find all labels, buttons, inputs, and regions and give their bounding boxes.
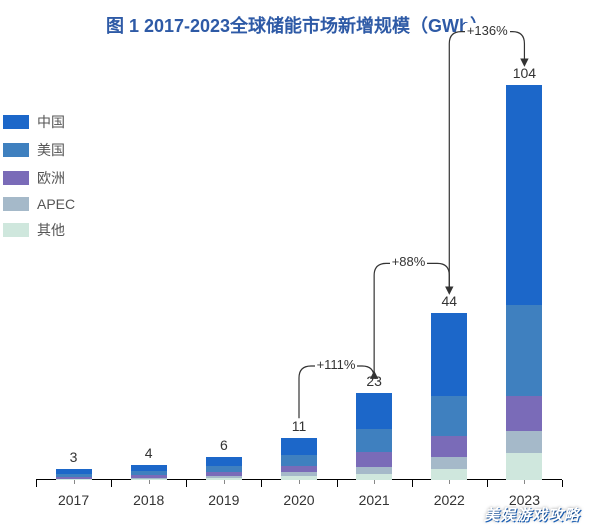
bar <box>506 85 542 480</box>
x-tick-minor <box>374 480 375 484</box>
x-tick-minor <box>74 480 75 484</box>
legend-swatch <box>3 197 29 211</box>
legend-label: APEC <box>37 196 75 212</box>
bar-total-label: 23 <box>356 373 392 389</box>
legend-swatch <box>3 143 29 157</box>
x-tick-major <box>36 480 37 487</box>
legend-swatch <box>3 171 29 185</box>
x-tick-major <box>412 480 413 487</box>
bar-segment <box>206 457 242 466</box>
bar-segment <box>206 478 242 480</box>
growth-label: +111% <box>315 357 358 372</box>
bar-total-label: 6 <box>206 437 242 453</box>
x-tick-minor <box>299 480 300 484</box>
legend-label: 美国 <box>37 140 65 160</box>
bar-segment <box>431 396 467 436</box>
x-axis-label: 2022 <box>434 492 465 508</box>
x-tick-minor <box>149 480 150 484</box>
bar-total-label: 44 <box>431 293 467 309</box>
bar-segment <box>431 313 467 397</box>
bar-segment <box>506 431 542 454</box>
x-axis-label: 2019 <box>208 492 239 508</box>
legend-item: APEC <box>3 196 75 212</box>
legend-item: 美国 <box>3 140 75 160</box>
legend-label: 其他 <box>37 220 65 240</box>
x-axis-label: 2021 <box>359 492 390 508</box>
bar-segment <box>431 436 467 457</box>
legend-item: 欧洲 <box>3 168 75 188</box>
bar <box>356 393 392 480</box>
growth-label: +88% <box>390 254 428 269</box>
x-tick-minor <box>224 480 225 484</box>
legend-label: 欧洲 <box>37 168 65 188</box>
bar <box>56 469 92 480</box>
bar-segment <box>356 474 392 480</box>
x-axis-label: 2020 <box>283 492 314 508</box>
chart-container: 图 1 2017-2023全球储能市场新增规模（GWh） 20172018201… <box>0 0 594 529</box>
x-tick-major <box>562 480 563 487</box>
bar-segment <box>356 467 392 474</box>
legend-label: 中国 <box>37 112 65 132</box>
bar-segment <box>431 469 467 480</box>
watermark-text: 美娱游戏攻略 <box>484 504 580 525</box>
bar-segment <box>506 305 542 396</box>
bar-total-label: 11 <box>281 418 317 434</box>
legend-swatch <box>3 223 29 237</box>
x-tick-major <box>261 480 262 487</box>
legend-swatch <box>3 115 29 129</box>
x-tick-minor <box>449 480 450 484</box>
bar-segment <box>281 455 317 466</box>
bar-segment <box>356 452 392 467</box>
bar-segment <box>356 429 392 452</box>
x-axis-label: 2018 <box>133 492 164 508</box>
x-tick-major <box>186 480 187 487</box>
bar <box>206 457 242 480</box>
x-axis-label: 2017 <box>58 492 89 508</box>
growth-label: +136% <box>465 23 510 38</box>
bar-segment <box>56 479 92 480</box>
bar-segment <box>356 393 392 429</box>
bar-segment <box>506 453 542 480</box>
bar-total-label: 4 <box>131 445 167 461</box>
bar <box>131 465 167 480</box>
x-tick-major <box>111 480 112 487</box>
legend: 中国美国欧洲 APEC 其他 <box>3 112 75 248</box>
bar-segment <box>506 85 542 305</box>
bar-segment <box>131 479 167 480</box>
bar-segment <box>431 457 467 468</box>
x-tick-major <box>487 480 488 487</box>
x-tick-major <box>337 480 338 487</box>
legend-item: 其他 <box>3 220 75 240</box>
bar <box>281 438 317 480</box>
bar <box>431 313 467 480</box>
bar-segment <box>281 476 317 480</box>
legend-item: 中国 <box>3 112 75 132</box>
bar-total-label: 3 <box>56 449 92 465</box>
bar-segment <box>281 438 317 454</box>
x-tick-minor <box>524 480 525 484</box>
bar-segment <box>506 396 542 430</box>
bar-total-label: 104 <box>506 65 542 81</box>
plot-area: 2017201820192020202120222023346112344104… <box>36 62 562 480</box>
